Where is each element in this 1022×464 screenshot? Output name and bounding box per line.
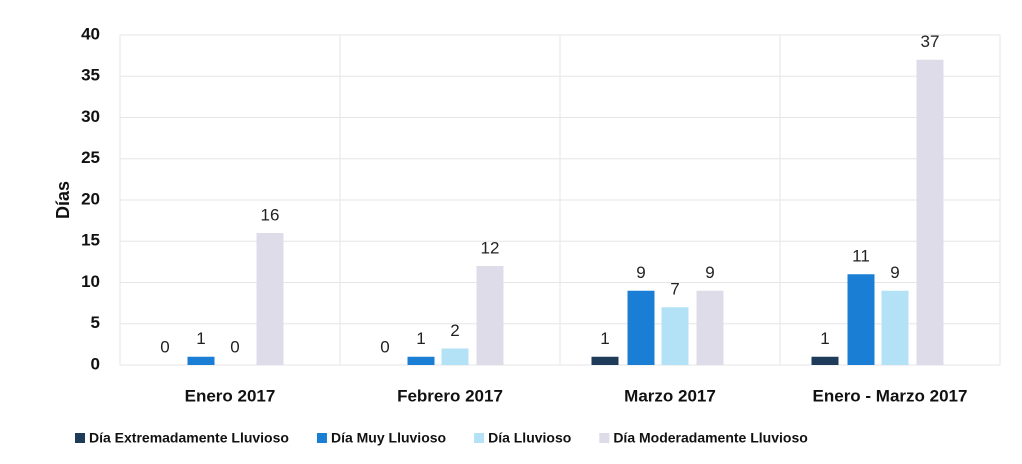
x-tick-label: Enero 2017 [185,386,276,405]
data-label: 16 [261,205,280,224]
bar [847,274,875,365]
data-label: 9 [890,263,899,282]
y-tick-label: 40 [81,24,100,43]
data-label: 9 [705,263,714,282]
data-label: 1 [820,329,829,348]
bar [256,233,284,365]
bar [476,266,504,365]
legend-swatch [474,433,485,443]
bar [661,307,689,365]
data-label: 0 [160,337,169,356]
bar [441,348,469,365]
data-label: 0 [380,337,389,356]
data-label: 1 [600,329,609,348]
legend-swatch [316,433,327,443]
data-label: 2 [450,321,459,340]
data-label: 9 [636,263,645,282]
data-label: 0 [230,337,239,356]
bar [811,356,839,365]
y-tick-label: 20 [81,189,100,208]
x-tick-label: Febrero 2017 [397,386,503,405]
bar [407,356,435,365]
bar [627,290,655,365]
x-tick-label: Enero - Marzo 2017 [813,386,968,405]
data-label: 1 [416,329,425,348]
legend-label: Día Extremadamente Lluvioso [89,430,289,446]
data-label: 37 [921,32,940,51]
data-label: 7 [670,280,679,299]
legend-label: Día Lluvioso [488,430,571,446]
x-tick-label: Marzo 2017 [624,386,716,405]
bar [916,59,944,365]
legend-label: Día Muy Lluvioso [331,430,446,446]
bar [881,290,909,365]
y-tick-label: 10 [81,272,100,291]
y-tick-label: 35 [81,66,100,85]
data-label: 12 [481,238,500,257]
legend-swatch [599,433,610,443]
bar [591,356,619,365]
legend-label: Día Moderadamente Lluvioso [613,430,807,446]
legend-swatch [75,433,85,443]
bar [696,290,724,365]
y-tick-label: 25 [81,148,100,167]
bar [187,356,215,365]
y-tick-label: 30 [81,107,100,126]
y-axis-label: Días [53,181,73,219]
y-tick-label: 15 [81,231,100,250]
data-label: 11 [852,247,870,266]
y-tick-label: 0 [91,354,100,373]
data-label: 1 [196,329,205,348]
y-tick-label: 5 [91,313,100,332]
